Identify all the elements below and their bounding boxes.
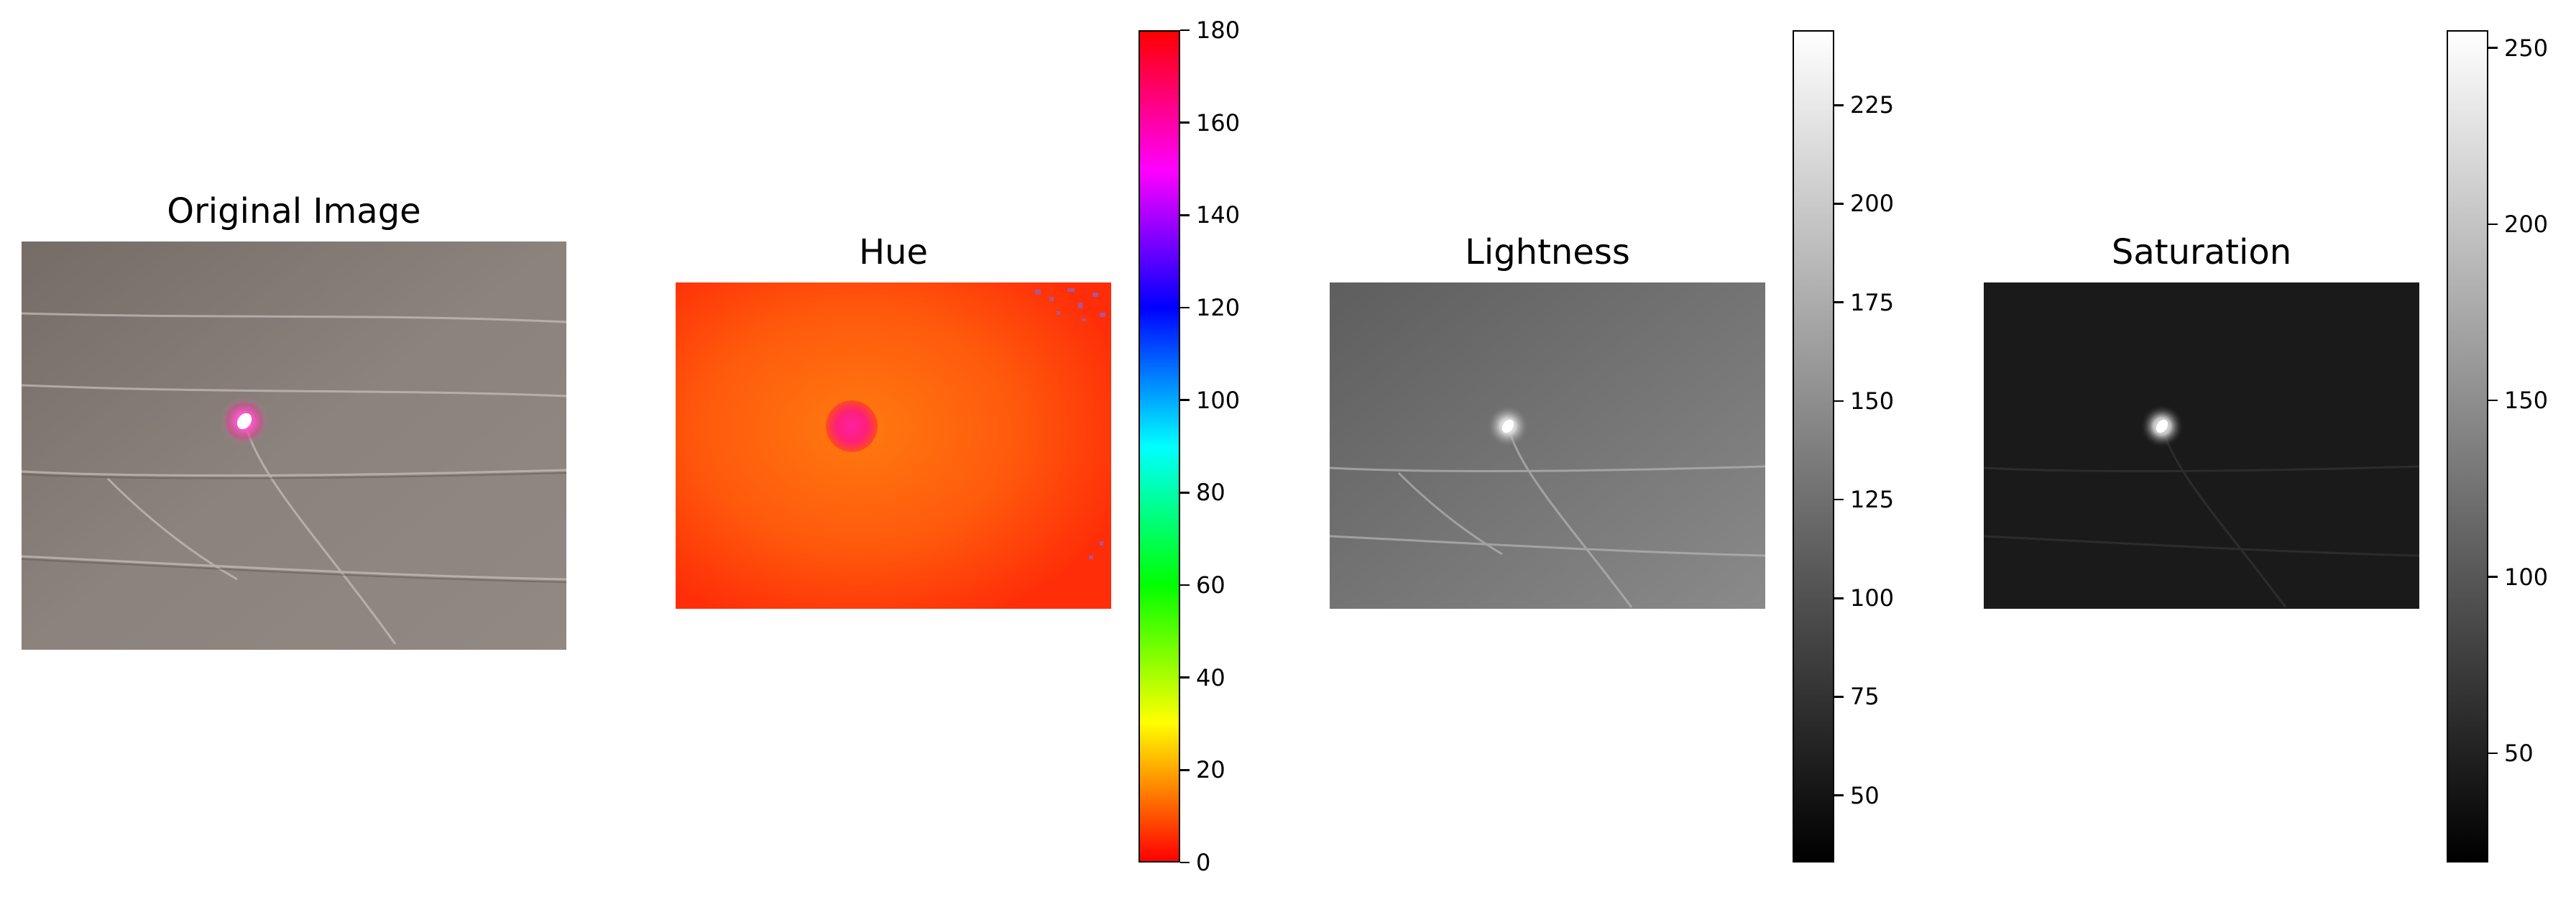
saturation-colorbar bbox=[2447, 30, 2488, 862]
lightness-colorbar-tick-mark bbox=[1834, 696, 1844, 698]
original-image bbox=[22, 242, 566, 650]
lightness-colorbar bbox=[1793, 30, 1834, 862]
lightness-colorbar-tick-label: 175 bbox=[1850, 288, 1895, 316]
original-wrinkles bbox=[22, 312, 566, 645]
lightness-heatmap bbox=[1330, 282, 1765, 609]
saturation-colorbar-tick-mark bbox=[2488, 399, 2498, 402]
lightness-colorbar-tick-label: 225 bbox=[1850, 91, 1895, 119]
original-background bbox=[22, 242, 566, 650]
hue-colorbar-tick-mark bbox=[1180, 584, 1190, 586]
lightness-colorbar-tick-mark bbox=[1834, 597, 1844, 599]
saturation-colorbar-tick-label: 50 bbox=[2504, 739, 2534, 767]
hue-colorbar-tick-label: 180 bbox=[1196, 17, 1241, 44]
hue-colorbar-tick-label: 80 bbox=[1196, 479, 1225, 507]
lightness-colorbar-tick-mark bbox=[1834, 498, 1844, 501]
lightness-colorbar-tick-label: 200 bbox=[1850, 190, 1895, 218]
hue-colorbar-tick-label: 20 bbox=[1196, 756, 1225, 784]
lightness-colorbar-tick-mark bbox=[1834, 301, 1844, 303]
lightness-colorbar-tick-label: 125 bbox=[1850, 486, 1895, 514]
hue-colorbar-tick-mark bbox=[1180, 306, 1190, 309]
saturation-colorbar-tick-label: 150 bbox=[2504, 387, 2549, 415]
saturation-heatmap bbox=[1984, 282, 2419, 609]
hue-colorbar-tick-label: 140 bbox=[1196, 201, 1241, 229]
hue-colorbar-tick-label: 0 bbox=[1196, 849, 1211, 876]
hue-noise bbox=[1035, 288, 1105, 559]
lightness-colorbar-tick-label: 75 bbox=[1850, 683, 1880, 711]
lightness-colorbar-tick-mark bbox=[1834, 400, 1844, 402]
hue-heatmap bbox=[676, 282, 1111, 609]
hue-colorbar-tick-mark bbox=[1180, 492, 1190, 494]
panel-lightness-title: Lightness bbox=[1465, 232, 1630, 272]
hue-colorbar-tick-mark bbox=[1180, 861, 1190, 864]
saturation-colorbar-tick-mark bbox=[2488, 752, 2498, 755]
saturation-colorbar-tick-mark bbox=[2488, 576, 2498, 578]
saturation-colorbar-tick-label: 100 bbox=[2504, 563, 2549, 591]
lightness-colorbar-tick-label: 100 bbox=[1850, 584, 1895, 612]
hue-colorbar-tick-label: 120 bbox=[1196, 294, 1241, 321]
hue-colorbar-tick-mark bbox=[1180, 121, 1190, 124]
lightness-colorbar-tick-mark bbox=[1834, 104, 1844, 106]
hue-colorbar-tick-mark bbox=[1180, 29, 1190, 32]
saturation-colorbar-tick-label: 250 bbox=[2504, 34, 2549, 62]
hue-colorbar-tick-mark bbox=[1180, 399, 1190, 401]
lightness-colorbar-tick-mark bbox=[1834, 794, 1844, 796]
panel-original-title: Original Image bbox=[167, 191, 421, 231]
lightness-colorbar-tick-label: 50 bbox=[1850, 781, 1880, 809]
lightness-colorbar-tick-mark bbox=[1834, 203, 1844, 205]
hue-colorbar-tick-mark bbox=[1180, 769, 1190, 771]
saturation-colorbar-tick-mark bbox=[2488, 223, 2498, 226]
hue-colorbar-tick-mark bbox=[1180, 214, 1190, 216]
lightness-colorbar-tick-label: 150 bbox=[1850, 387, 1895, 415]
saturation-colorbar-tick-label: 200 bbox=[2504, 210, 2549, 238]
saturation-colorbar-tick-mark bbox=[2488, 47, 2498, 49]
hue-colorbar-tick-label: 160 bbox=[1196, 109, 1241, 137]
hue-background bbox=[676, 282, 1111, 609]
hue-colorbar-tick-label: 40 bbox=[1196, 663, 1225, 691]
hue-colorbar-tick-label: 100 bbox=[1196, 386, 1241, 414]
hue-colorbar-tick-label: 60 bbox=[1196, 571, 1225, 599]
hue-colorbar bbox=[1138, 30, 1180, 862]
hue-colorbar-tick-mark bbox=[1180, 676, 1190, 678]
panel-hue-title: Hue bbox=[858, 232, 929, 272]
hue-spot bbox=[826, 400, 878, 452]
panel-saturation-title: Saturation bbox=[2111, 232, 2292, 272]
